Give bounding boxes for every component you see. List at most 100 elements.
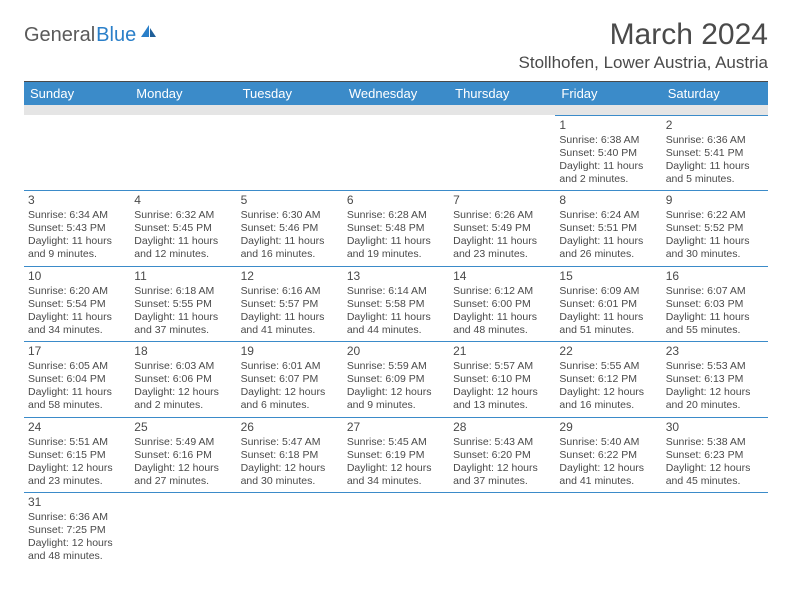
day-number: 28 (453, 420, 551, 435)
day-info-line: Daylight: 11 hours (347, 311, 445, 324)
day-info-line: Daylight: 12 hours (134, 386, 232, 399)
day-number: 24 (28, 420, 126, 435)
day-info-line: and 20 minutes. (666, 399, 764, 412)
calendar-row: 31Sunrise: 6:36 AMSunset: 7:25 PMDayligh… (24, 493, 768, 568)
empty-cell (130, 493, 236, 568)
day-info-line: Sunrise: 6:28 AM (347, 209, 445, 222)
calendar-row: 3Sunrise: 6:34 AMSunset: 5:43 PMDaylight… (24, 191, 768, 267)
day-info-line: Sunset: 5:55 PM (134, 298, 232, 311)
day-number: 14 (453, 269, 551, 284)
day-cell: 10Sunrise: 6:20 AMSunset: 5:54 PMDayligh… (24, 266, 130, 342)
day-info-line: Sunset: 5:40 PM (559, 147, 657, 160)
day-number: 6 (347, 193, 445, 208)
day-number: 20 (347, 344, 445, 359)
day-number: 15 (559, 269, 657, 284)
day-cell: 26Sunrise: 5:47 AMSunset: 6:18 PMDayligh… (237, 417, 343, 493)
empty-cell (343, 115, 449, 191)
day-number: 19 (241, 344, 339, 359)
day-cell: 13Sunrise: 6:14 AMSunset: 5:58 PMDayligh… (343, 266, 449, 342)
day-info-line: Daylight: 12 hours (347, 386, 445, 399)
day-info-line: Daylight: 11 hours (134, 235, 232, 248)
day-info-line: Sunrise: 5:53 AM (666, 360, 764, 373)
calendar-body: 1Sunrise: 6:38 AMSunset: 5:40 PMDaylight… (24, 105, 768, 568)
day-info-line: and 2 minutes. (134, 399, 232, 412)
day-info-line: Sunrise: 6:34 AM (28, 209, 126, 222)
day-info-line: Sunrise: 6:36 AM (28, 511, 126, 524)
day-info-line: and 23 minutes. (453, 248, 551, 261)
empty-cell (662, 493, 768, 568)
day-info-line: Sunrise: 6:22 AM (666, 209, 764, 222)
day-info-line: Daylight: 11 hours (28, 386, 126, 399)
day-info-line: Sunset: 5:41 PM (666, 147, 764, 160)
day-cell: 8Sunrise: 6:24 AMSunset: 5:51 PMDaylight… (555, 191, 661, 267)
day-cell: 24Sunrise: 5:51 AMSunset: 6:15 PMDayligh… (24, 417, 130, 493)
empty-cell (130, 115, 236, 191)
day-info-line: Sunset: 5:52 PM (666, 222, 764, 235)
day-cell: 20Sunrise: 5:59 AMSunset: 6:09 PMDayligh… (343, 342, 449, 418)
day-info-line: Daylight: 11 hours (559, 160, 657, 173)
day-info-line: Sunset: 6:07 PM (241, 373, 339, 386)
day-info-line: Daylight: 12 hours (453, 386, 551, 399)
day-info-line: Sunrise: 5:49 AM (134, 436, 232, 449)
day-info-line: and 37 minutes. (134, 324, 232, 337)
day-info-line: Sunrise: 5:45 AM (347, 436, 445, 449)
day-info-line: Sunset: 5:46 PM (241, 222, 339, 235)
day-info-line: Daylight: 12 hours (241, 462, 339, 475)
day-info-line: Daylight: 12 hours (134, 462, 232, 475)
day-info-line: Daylight: 12 hours (347, 462, 445, 475)
day-info-line: Sunset: 6:10 PM (453, 373, 551, 386)
day-cell: 2Sunrise: 6:36 AMSunset: 5:41 PMDaylight… (662, 115, 768, 191)
day-info-line: Sunrise: 6:07 AM (666, 285, 764, 298)
day-number: 22 (559, 344, 657, 359)
day-cell: 14Sunrise: 6:12 AMSunset: 6:00 PMDayligh… (449, 266, 555, 342)
day-info-line: Daylight: 11 hours (666, 235, 764, 248)
day-info-line: Sunset: 5:51 PM (559, 222, 657, 235)
day-number: 4 (134, 193, 232, 208)
logo-text-blue: Blue (96, 24, 136, 47)
weekday-header: Monday (130, 82, 236, 105)
day-number: 5 (241, 193, 339, 208)
spacer-cell (555, 105, 661, 115)
day-number: 1 (559, 118, 657, 133)
day-info-line: Sunset: 6:19 PM (347, 449, 445, 462)
day-info-line: Sunset: 5:48 PM (347, 222, 445, 235)
spacer-cell (449, 105, 555, 115)
day-info-line: Sunrise: 6:18 AM (134, 285, 232, 298)
day-info-line: Daylight: 11 hours (28, 235, 126, 248)
day-info-line: Sunset: 5:54 PM (28, 298, 126, 311)
day-info-line: Sunrise: 5:38 AM (666, 436, 764, 449)
day-number: 25 (134, 420, 232, 435)
day-number: 12 (241, 269, 339, 284)
day-info-line: Daylight: 11 hours (241, 235, 339, 248)
day-info-line: Sunset: 6:12 PM (559, 373, 657, 386)
day-info-line: and 41 minutes. (559, 475, 657, 488)
day-cell: 17Sunrise: 6:05 AMSunset: 6:04 PMDayligh… (24, 342, 130, 418)
day-info-line: and 2 minutes. (559, 173, 657, 186)
day-cell: 5Sunrise: 6:30 AMSunset: 5:46 PMDaylight… (237, 191, 343, 267)
calendar-row: 10Sunrise: 6:20 AMSunset: 5:54 PMDayligh… (24, 266, 768, 342)
day-info-line: Sunrise: 6:36 AM (666, 134, 764, 147)
day-cell: 9Sunrise: 6:22 AMSunset: 5:52 PMDaylight… (662, 191, 768, 267)
day-info-line: Sunrise: 6:20 AM (28, 285, 126, 298)
weekday-header: Thursday (449, 82, 555, 105)
day-info-line: and 5 minutes. (666, 173, 764, 186)
day-cell: 29Sunrise: 5:40 AMSunset: 6:22 PMDayligh… (555, 417, 661, 493)
day-cell: 22Sunrise: 5:55 AMSunset: 6:12 PMDayligh… (555, 342, 661, 418)
day-info-line: Sunrise: 5:40 AM (559, 436, 657, 449)
day-info-line: Sunset: 6:18 PM (241, 449, 339, 462)
day-info-line: Sunrise: 6:12 AM (453, 285, 551, 298)
empty-cell (24, 115, 130, 191)
day-info-line: Sunset: 5:58 PM (347, 298, 445, 311)
day-info-line: and 27 minutes. (134, 475, 232, 488)
weekday-header: Sunday (24, 82, 130, 105)
day-number: 16 (666, 269, 764, 284)
day-info-line: Sunrise: 5:55 AM (559, 360, 657, 373)
day-info-line: Sunset: 5:43 PM (28, 222, 126, 235)
day-info-line: Daylight: 11 hours (666, 160, 764, 173)
day-cell: 12Sunrise: 6:16 AMSunset: 5:57 PMDayligh… (237, 266, 343, 342)
day-info-line: and 51 minutes. (559, 324, 657, 337)
day-cell: 31Sunrise: 6:36 AMSunset: 7:25 PMDayligh… (24, 493, 130, 568)
day-info-line: Daylight: 11 hours (559, 311, 657, 324)
empty-cell (237, 493, 343, 568)
day-info-line: Sunset: 6:06 PM (134, 373, 232, 386)
